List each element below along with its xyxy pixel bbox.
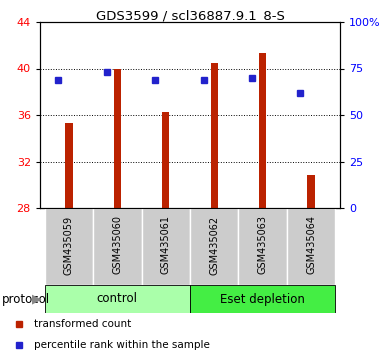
- Bar: [259, 53, 266, 208]
- Bar: [287, 208, 335, 285]
- Bar: [190, 285, 335, 313]
- Bar: [307, 176, 315, 208]
- Text: ▶: ▶: [32, 292, 41, 306]
- Text: control: control: [97, 292, 138, 306]
- Bar: [45, 285, 190, 313]
- Bar: [45, 208, 93, 285]
- Bar: [190, 208, 238, 285]
- Bar: [162, 112, 169, 208]
- Text: Eset depletion: Eset depletion: [220, 292, 305, 306]
- Text: transformed count: transformed count: [34, 319, 131, 330]
- Text: GSM435061: GSM435061: [161, 216, 171, 274]
- Bar: [142, 208, 190, 285]
- Text: GSM435064: GSM435064: [306, 216, 316, 274]
- Text: GSM435063: GSM435063: [258, 216, 268, 274]
- Bar: [93, 208, 142, 285]
- Bar: [65, 123, 73, 208]
- Text: percentile rank within the sample: percentile rank within the sample: [34, 340, 209, 350]
- Text: GSM435060: GSM435060: [112, 216, 122, 274]
- Bar: [114, 69, 121, 208]
- Bar: [211, 63, 218, 208]
- Text: GSM435062: GSM435062: [209, 215, 219, 274]
- Text: GSM435059: GSM435059: [64, 215, 74, 274]
- Bar: [238, 208, 287, 285]
- Text: protocol: protocol: [2, 292, 50, 306]
- Text: GDS3599 / scl36887.9.1_8-S: GDS3599 / scl36887.9.1_8-S: [95, 9, 285, 22]
